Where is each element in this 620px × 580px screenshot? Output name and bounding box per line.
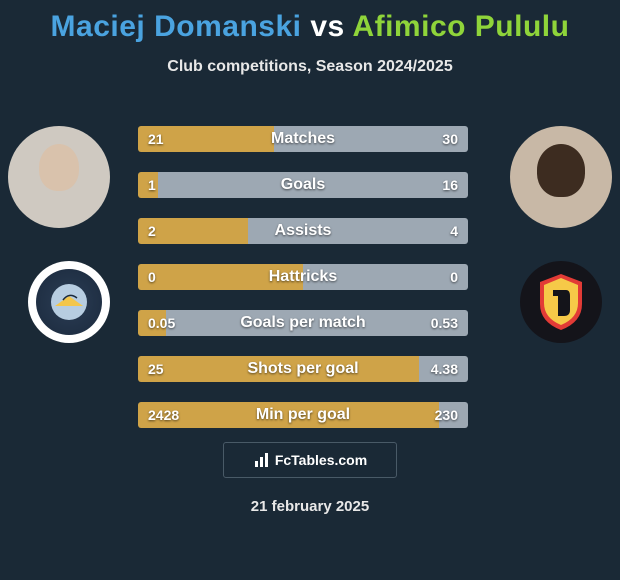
stat-label: Matches (138, 126, 468, 152)
stat-row: 2428230Min per goal (138, 402, 468, 428)
stats-bars-container: 2130Matches 116Goals 24Assists 00Hattricks 0… (138, 126, 468, 448)
player1-club-logo (28, 261, 110, 343)
player2-avatar (510, 126, 612, 228)
stat-label: Goals (138, 172, 468, 198)
subtitle: Club competitions, Season 2024/2025 (0, 58, 620, 76)
club2-emblem-icon (536, 272, 586, 332)
stat-label: Goals per match (138, 310, 468, 336)
player1-name: Maciej Domanski (51, 10, 302, 43)
stat-label: Shots per goal (138, 356, 468, 382)
player2-name: Afimico Pululu (352, 10, 569, 43)
vs-text: vs (310, 10, 344, 43)
stat-label: Assists (138, 218, 468, 244)
footer-date: 21 february 2025 (0, 498, 620, 515)
stat-label: Hattricks (138, 264, 468, 290)
stat-row: 2130Matches (138, 126, 468, 152)
player1-avatar (8, 126, 110, 228)
brand-chart-icon (253, 451, 271, 469)
club1-emblem-icon (49, 282, 89, 322)
stat-row: 00Hattricks (138, 264, 468, 290)
brand-text: FcTables.com (275, 452, 367, 468)
footer-brand: FcTables.com (223, 442, 397, 478)
stat-row: 24Assists (138, 218, 468, 244)
page-title: Maciej Domanski vs Afimico Pululu (0, 0, 620, 44)
stat-row: 254.38Shots per goal (138, 356, 468, 382)
stat-row: 0.050.53Goals per match (138, 310, 468, 336)
stat-row: 116Goals (138, 172, 468, 198)
player2-club-logo (520, 261, 602, 343)
stat-label: Min per goal (138, 402, 468, 428)
